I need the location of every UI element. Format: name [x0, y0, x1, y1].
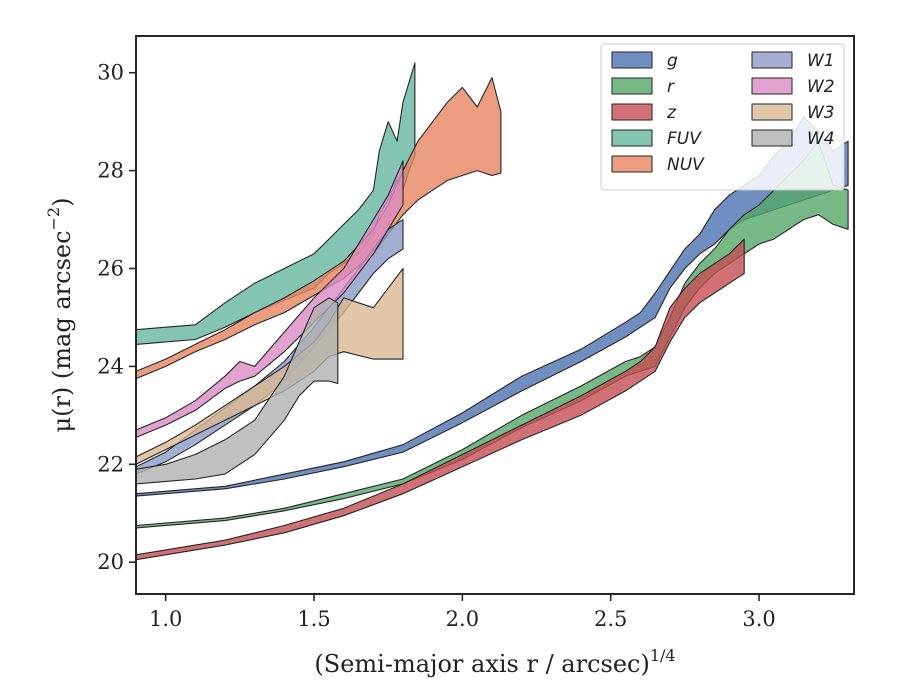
- x-axis-label: (Semi-major axis r / arcsec)1/4: [314, 646, 675, 678]
- x-tick-label: 1.5: [297, 607, 330, 631]
- y-axis-label: μ(r) (mag arcsec−2): [44, 198, 76, 433]
- legend-swatch: [751, 51, 793, 69]
- band-w4: [136, 297, 339, 485]
- legend-swatch: [751, 103, 793, 121]
- legend-swatch: [751, 77, 793, 95]
- y-tick-label: 26: [97, 257, 124, 281]
- legend-label: W1: [807, 51, 835, 71]
- band-w2: [136, 160, 404, 438]
- plot-frame: [135, 35, 855, 595]
- legend-label: NUV: [667, 155, 705, 175]
- x-axis-ticks: 1.0 1.5 2.0 2.5 3.0: [149, 594, 776, 631]
- y-tick-label: 20: [97, 550, 124, 574]
- legend-label: W2: [807, 77, 835, 97]
- x-tick-label: 2.0: [446, 607, 479, 631]
- legend-item-w4: W4: [751, 129, 835, 149]
- x-tick-label: 3.0: [742, 607, 775, 631]
- y-tick-label: 22: [97, 452, 124, 476]
- legend-swatch: [611, 155, 653, 173]
- y-tick-label: 30: [97, 61, 124, 85]
- band-nuv: [136, 77, 502, 380]
- legend-swatch: [751, 129, 793, 147]
- legend-swatch: [611, 103, 653, 121]
- legend-label: W4: [807, 129, 835, 149]
- legend-item-nuv: NUV: [611, 155, 705, 175]
- legend-item-z: z: [611, 103, 677, 123]
- legend-label: W3: [807, 103, 835, 123]
- legend-entries: grz FUV NUV W1 W2 W3 W4: [611, 51, 835, 175]
- legend-item-w1: W1: [751, 51, 835, 71]
- x-tick-label: 2.5: [594, 607, 627, 631]
- legend-item-w2: W2: [751, 77, 835, 97]
- legend-swatch: [611, 129, 653, 147]
- y-axis-ticks: 20 22 24 26 28 30: [97, 61, 136, 574]
- legend-label: FUV: [667, 129, 702, 149]
- legend-swatch: [611, 77, 653, 95]
- band-z: [136, 238, 745, 561]
- legend-item-g: g: [611, 51, 678, 71]
- y-tick-label: 24: [97, 354, 124, 378]
- legend-label: z: [666, 103, 677, 123]
- legend-label: g: [667, 51, 678, 71]
- legend: grz FUV NUV W1 W2 W3 W4: [600, 43, 845, 191]
- y-tick-label: 28: [97, 159, 124, 183]
- legend-item-fuv: FUV: [611, 129, 702, 149]
- legend-label: r: [667, 77, 675, 97]
- legend-swatch: [611, 51, 653, 69]
- legend-item-w3: W3: [751, 103, 835, 123]
- x-tick-label: 1.0: [149, 607, 182, 631]
- legend-item-r: r: [611, 77, 675, 97]
